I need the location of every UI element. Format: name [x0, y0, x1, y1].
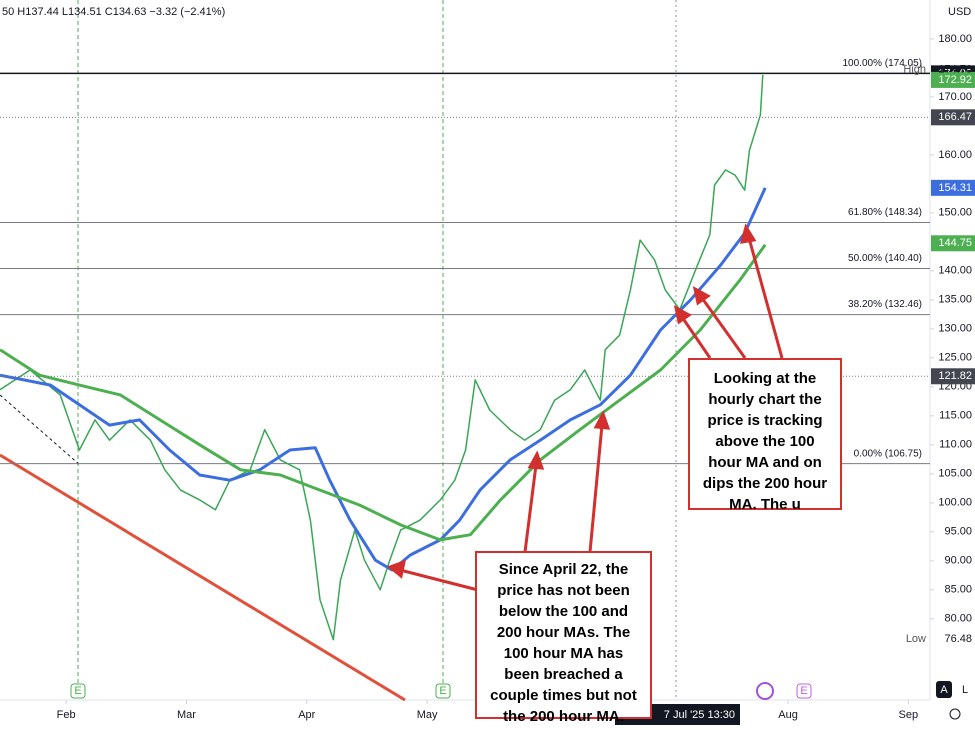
arrow: [523, 464, 538, 553]
currency: USD: [948, 6, 971, 18]
auto-button[interactable]: [936, 681, 952, 698]
price-marker-label: 172.92: [938, 74, 972, 86]
y-tick-label: 115.00: [939, 410, 972, 422]
extreme-value: 76.48: [944, 633, 972, 645]
x-tick-label: Feb: [57, 709, 76, 721]
arrow: [747, 237, 784, 359]
price-marker-label: 154.31: [938, 182, 972, 194]
y-tick-label: 125.00: [938, 352, 972, 364]
y-tick-label: 95.00: [944, 526, 972, 538]
dividend-icon: [756, 682, 774, 700]
event-label: E: [74, 685, 81, 697]
extreme-value: 174.70: [938, 64, 972, 76]
fib-label: 38.20% (132.46): [848, 299, 922, 310]
arrow: [588, 424, 604, 553]
arrow-head: [692, 286, 711, 306]
x-tick-label: Mar: [177, 709, 196, 721]
fib-label: 0.00% (106.75): [854, 448, 922, 459]
event-marker: [70, 683, 86, 699]
price-marker: [931, 179, 975, 196]
event-marker: [435, 683, 451, 699]
y-tick-label: 140.00: [938, 265, 972, 277]
x-tick-label: Aug: [778, 709, 798, 721]
y-tick-label: 105.00: [938, 468, 972, 480]
extreme-name: High: [903, 64, 926, 76]
annotation: Since April 22, the price has not been b…: [475, 551, 652, 725]
ohlc-legend: 50 H137.44 L134.51 C134.63 −3.32 (−2.41%…: [2, 6, 225, 18]
x-tick-label: May: [417, 709, 438, 721]
arrows: [386, 223, 784, 592]
crosshair-label: 7 Jul '25 13:30: [664, 709, 735, 721]
event-label: E: [800, 685, 807, 697]
arrow-head: [673, 305, 692, 325]
trend-line: [0, 394, 81, 466]
y-tick-label: 170.00: [938, 91, 972, 103]
y-tick-label: 130.00: [938, 323, 972, 335]
y-tick-label: 85.00: [944, 584, 972, 596]
y-tick-label: 135.00: [938, 294, 972, 306]
event-label: E: [439, 685, 446, 697]
y-tick-label: 100.00: [938, 497, 972, 509]
price-marker-label: 121.82: [938, 370, 972, 382]
y-tick-label: 90.00: [944, 555, 972, 567]
x-tick-label: Sep: [899, 709, 919, 721]
arrow-head: [386, 559, 407, 579]
annotation: Looking at the hourly chart the price is…: [688, 358, 842, 513]
trend-line: [0, 453, 406, 702]
y-tick-label: 160.00: [938, 149, 972, 161]
price-marker: [931, 109, 975, 126]
arrow: [700, 297, 747, 359]
fib-label: 100.00% (174.05): [842, 58, 922, 69]
price-marker-label: 166.47: [938, 111, 972, 123]
y-tick-label: 80.00: [944, 613, 972, 625]
y-tick-label: 150.00: [938, 207, 972, 219]
event-marker: [796, 683, 812, 699]
settings-icon[interactable]: [949, 708, 961, 720]
plot: 100.00% (174.05) 61.80% (148.34) 50.00% (1…: [0, 58, 930, 641]
series-line: [0, 243, 767, 542]
arrow-head: [527, 450, 545, 470]
auto-label[interactable]: A: [940, 684, 948, 696]
y-tick-label: 110.00: [939, 439, 972, 451]
price-marker: [931, 71, 975, 88]
fib-label: 50.00% (140.40): [848, 253, 922, 264]
fib-label: 61.80% (148.34): [848, 207, 922, 218]
price-marker-label: 144.75: [938, 237, 972, 249]
arrow: [680, 316, 712, 359]
x-tick-label: Apr: [298, 709, 315, 721]
y-tick-label: 180.00: [938, 33, 972, 45]
price-marker: [931, 368, 975, 385]
price-marker: [931, 235, 975, 252]
arrow-head: [739, 223, 757, 244]
log-label[interactable]: L: [962, 684, 968, 696]
extreme-name: Low: [906, 633, 926, 645]
arrow-head: [593, 410, 611, 430]
arrow: [399, 568, 479, 592]
